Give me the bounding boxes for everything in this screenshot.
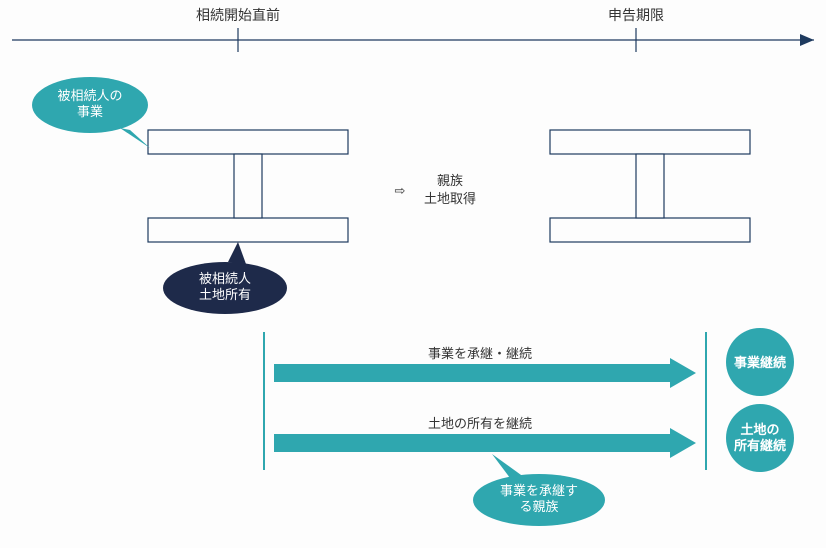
timeline: 相続開始直前 申告期限 [12, 7, 814, 52]
callout-successor-relative-line2: る親族 [519, 499, 558, 514]
diagram-canvas: 相続開始直前 申告期限 ⇨ 親族 土地取得 被相続人の 事業 被相続人 土地所有… [0, 0, 826, 548]
building-left [148, 130, 348, 242]
result-circle-business-label: 事業継続 [734, 355, 786, 370]
callout-decedent-business-line1: 被相続人の [57, 88, 122, 103]
flow-arrow-business: 事業を承継・継続 [274, 346, 696, 388]
center-arrow-symbol: ⇨ [395, 183, 406, 198]
result-circle-land: 土地の 所有継続 [726, 404, 794, 472]
center-annot-line2: 土地取得 [424, 191, 476, 206]
result-circle-land-label2: 所有継続 [734, 438, 786, 453]
callout-decedent-business: 被相続人の 事業 [32, 77, 150, 148]
timeline-label-2: 申告期限 [608, 7, 664, 23]
result-circle-land-label1: 土地の [740, 422, 779, 437]
flow-arrow-business-label: 事業を承継・継続 [428, 346, 532, 361]
callout-decedent-land-line1: 被相続人 [199, 271, 251, 286]
callout-decedent-land-line2: 土地所有 [199, 287, 251, 302]
building-right [550, 130, 750, 242]
callout-successor-relative-line1: 事業を承継す [500, 483, 578, 498]
flow-arrow-land: 土地の所有を継続 [274, 416, 696, 458]
result-circle-business: 事業継続 [726, 328, 794, 396]
flow-arrow-land-label: 土地の所有を継続 [428, 416, 532, 431]
callout-decedent-land: 被相続人 土地所有 [163, 242, 287, 314]
timeline-label-1: 相続開始直前 [196, 7, 280, 23]
callout-successor-relative: 事業を承継す る親族 [473, 454, 605, 526]
timeline-arrowhead [800, 34, 814, 46]
callout-decedent-business-line2: 事業 [77, 104, 103, 119]
center-annot-line1: 親族 [437, 173, 463, 188]
center-annotation: ⇨ 親族 土地取得 [395, 173, 476, 206]
